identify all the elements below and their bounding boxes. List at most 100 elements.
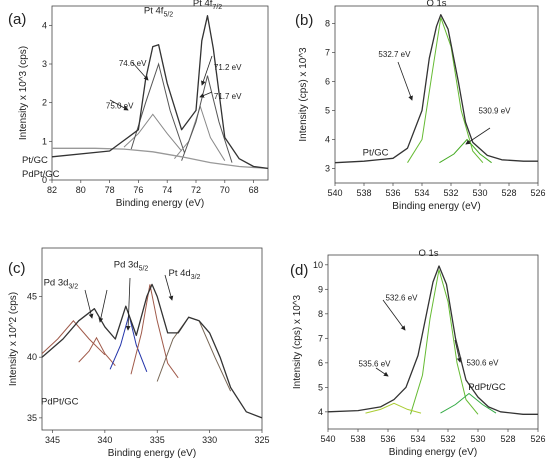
x-tick-label: 534 [414,188,429,198]
y-tick-label: 8 [325,18,330,28]
x-tick-label: 330 [202,435,217,445]
fit-component-curve [123,113,182,152]
peak-label-main: Pd 3d [114,259,139,270]
pointer-arrow [125,277,131,331]
annotation-label: O 1s [418,248,438,259]
annotation-label: 530.9 eV [478,106,511,115]
fit-component-curve [440,392,497,414]
pointer-arrow [84,289,94,319]
x-tick-label: 534 [410,434,425,444]
fit-component-curve [181,75,233,163]
x-tick-label: 526 [530,188,545,198]
fit-component-curve [156,316,232,392]
y-tick-label: 35 [27,413,37,423]
annotation-label: O 1s [426,0,446,9]
x-tick-label: 70 [220,185,230,195]
panel-letter: (a) [8,11,26,28]
x-tick-label: 530 [470,434,485,444]
peak-label-subscript: 7/2 [212,4,222,11]
pointer-arrow [454,339,462,363]
y-tick-label: 9 [318,284,323,294]
y-axis-title: Intensity x 10^3 (cps) [18,46,29,140]
peak-label-main: Pt 4f [193,0,213,9]
x-tick-label: 540 [327,188,342,198]
x-axis-title: Binding energy (eV) [108,448,196,459]
x-tick-label: 345 [45,435,60,445]
pointer-arrow [397,61,413,101]
fit-component-curve [130,284,179,379]
y-tick-label: 3 [42,59,47,69]
peak-label-subscript: 3/2 [68,284,78,291]
pointer-arrow [201,55,213,86]
chart-panel-1: 82 80 78 76 74 72 70 68 0 1 2 3 4 Binding energy (eV)… [8,0,269,209]
pointer-arrow [109,99,129,111]
x-tick-label: 536 [385,188,400,198]
peak-label-main: Pt 4d [169,268,191,279]
peak-label: Pd 3d5/2 [114,259,149,272]
x-tick-label: 80 [76,185,86,195]
panel-letter: (d) [290,262,308,279]
peak-label-subscript: 5/2 [163,12,173,19]
plot-frame [334,5,539,184]
panel-letter: (b) [295,12,313,29]
y-tick-label: 0 [42,175,47,185]
x-tick-label: 82 [47,185,57,195]
x-tick-label: 72 [191,185,201,195]
y-tick-label: 40 [27,352,37,362]
y-tick-label: 2 [42,98,47,108]
legend-label: Pt/GC [22,155,48,166]
chart-panel-3: 345 340 335 330 325 35 40 45 Binding energy (eV)… [8,247,270,459]
y-axis-title: Intensity x 10^2 (cps) [8,292,19,386]
x-tick-label: 526 [530,434,545,444]
x-tick-label: 76 [133,185,143,195]
plot-frame [327,254,539,430]
annotation-label: 71.7 eV [214,92,242,101]
y-tick-label: 4 [42,20,47,30]
chart-panel-4: 540 538 536 534 532 530 528 526 4 5 6 7 8 9 10 Binding … [290,248,546,458]
fit-component-curve [41,320,106,356]
x-axis-title: Binding energy (eV) [116,198,204,209]
plot-frame [51,5,269,181]
pointer-arrow [131,61,149,81]
y-tick-label: 4 [325,134,330,144]
peak-label: Pt 4f5/2 [144,6,173,19]
peak-label-subscript: 3/2 [191,274,201,281]
y-tick-label: 10 [313,260,323,270]
x-tick-label: 540 [320,434,335,444]
plot-frame [41,247,263,431]
y-tick-label: 5 [325,105,330,115]
chart-panel-2: 540 538 536 534 532 530 528 526 3 4 5 6 7 8 Binding en… [295,0,546,212]
peak-label-main: Pd 3d [44,278,69,289]
pointer-arrow [382,299,406,331]
y-tick-label: 8 [318,309,323,319]
y-axis-title: Intensity (cps) x 10^3 [292,294,303,389]
pointer-arrow [98,289,108,323]
pointer-arrow [465,127,491,145]
x-tick-label: 538 [350,434,365,444]
x-tick-label: 78 [105,185,115,195]
legend-label: PdPt/GC [468,382,506,393]
x-tick-label: 532 [443,188,458,198]
x-tick-label: 335 [150,435,165,445]
x-tick-label: 536 [380,434,395,444]
legend-label: Pt/GC [363,147,389,158]
peak-label-subscript: 5/2 [139,265,149,272]
x-tick-label: 538 [356,188,371,198]
series-line [327,265,538,415]
series-line [41,283,263,419]
x-tick-label: 528 [500,434,515,444]
annotation-label: 532.6 eV [385,293,418,302]
pointer-arrow [199,91,213,98]
legend-label: PdPt/GC [22,169,60,180]
fit-component-curve [410,269,479,415]
series-line [52,147,269,170]
y-tick-label: 4 [318,407,323,417]
y-tick-label: 7 [325,47,330,57]
pointer-arrow [375,367,389,377]
x-axis-title: Binding energy (eV) [392,201,480,212]
y-tick-label: 3 [325,163,330,173]
y-tick-label: 6 [318,358,323,368]
fit-component-curve [439,138,492,164]
x-axis-title: Binding energy (eV) [389,447,477,458]
